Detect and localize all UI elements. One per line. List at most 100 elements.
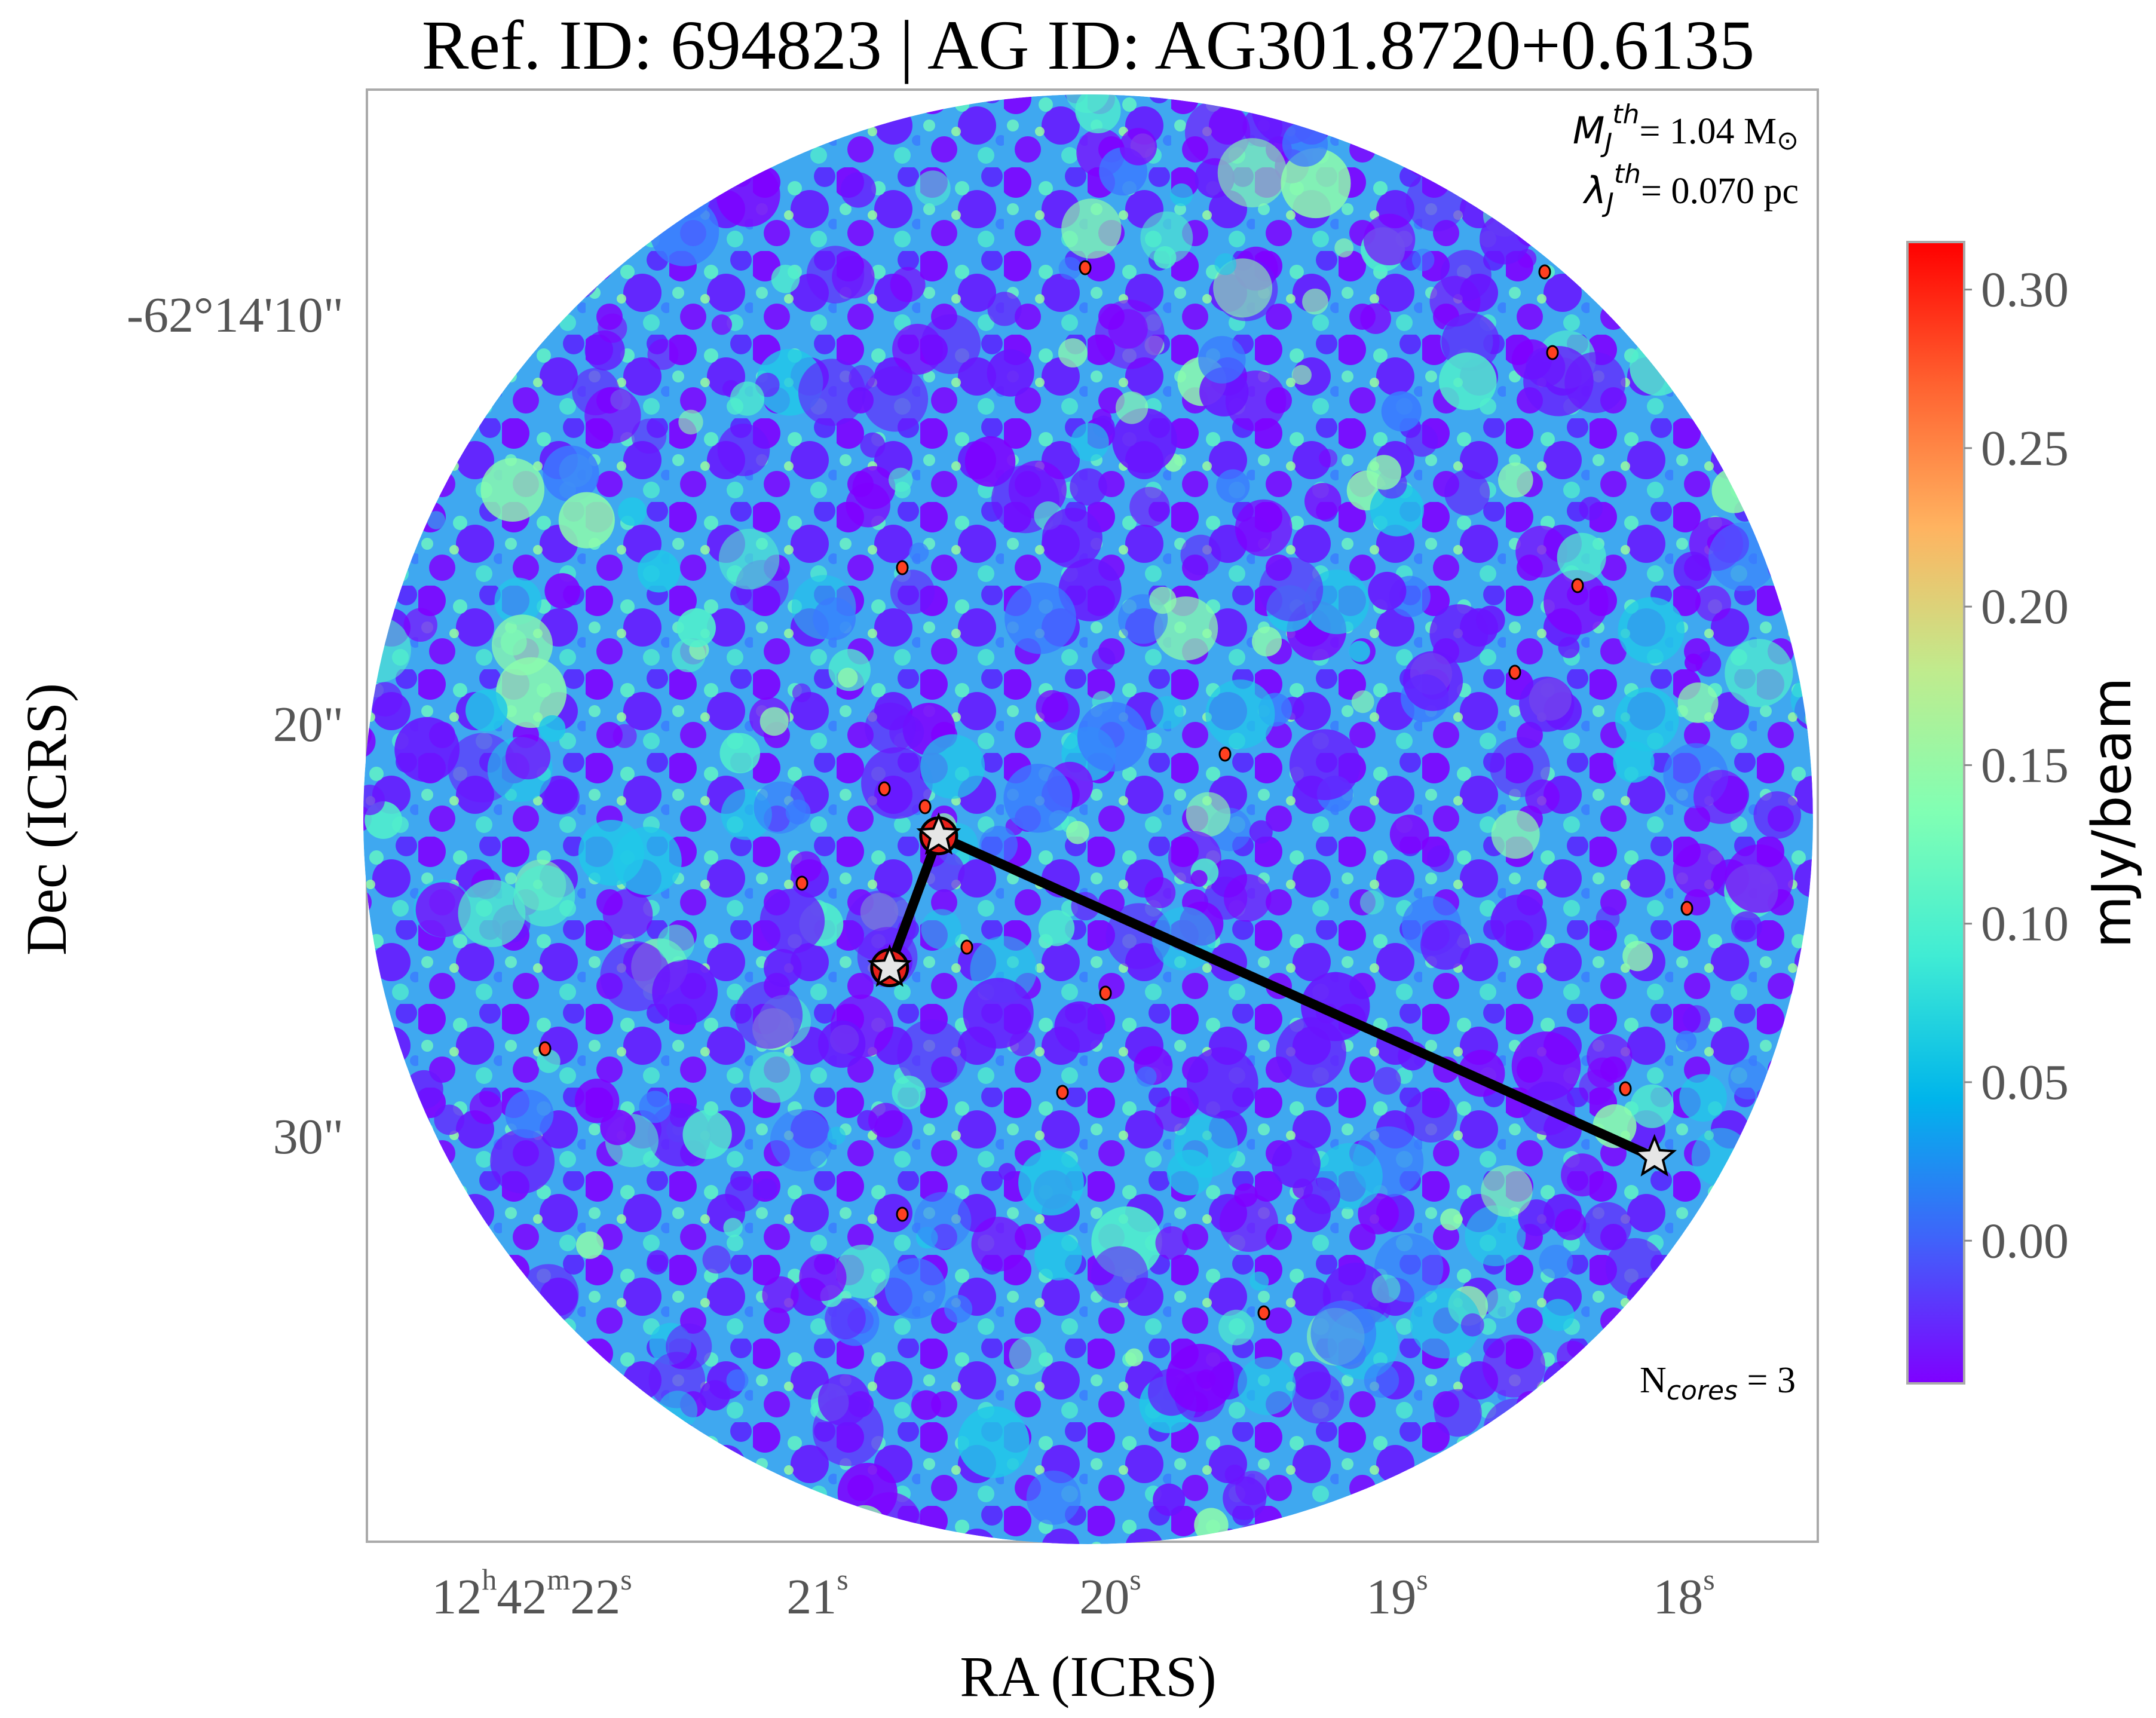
ncores-annotation: Ncores = 3 — [1640, 1360, 1796, 1406]
emission-blob — [1036, 690, 1068, 723]
emission-blob — [1728, 1059, 1769, 1100]
x-tick-label: 12h42m22s — [431, 1563, 632, 1625]
emission-blob — [792, 683, 811, 703]
colorbar-label: mJy/beam — [2081, 677, 2143, 948]
emission-blob — [1125, 1348, 1143, 1367]
emission-blob — [798, 359, 866, 426]
emission-blob — [1186, 1047, 1258, 1119]
colorbar-tick-label: 0.20 — [1981, 579, 2069, 635]
emission-blob — [639, 1091, 672, 1123]
emission-blob — [1404, 1090, 1457, 1143]
compact-source — [1619, 1081, 1632, 1097]
emission-blob — [884, 1258, 946, 1319]
emission-blob — [647, 1250, 669, 1272]
emission-blob — [1180, 534, 1221, 575]
emission-blob — [756, 1178, 777, 1199]
emission-blob — [1515, 525, 1568, 578]
emission-blob — [491, 614, 553, 676]
emission-blob — [1427, 845, 1454, 872]
chart-title: Ref. ID: 694823 | AG ID: AG301.8720+0.61… — [422, 6, 1754, 84]
emission-blob — [1075, 94, 1121, 134]
emission-blob — [1077, 702, 1147, 772]
emission-blob — [840, 172, 877, 208]
emission-blob — [1218, 1309, 1254, 1346]
emission-blob — [666, 1323, 712, 1370]
emission-blob — [1216, 469, 1250, 503]
emission-blob — [1223, 1476, 1267, 1520]
emission-blob — [1334, 238, 1354, 258]
emission-blob — [700, 1380, 730, 1411]
emission-blob — [1310, 1300, 1377, 1366]
emission-blob — [1351, 690, 1374, 713]
emission-blob — [1753, 791, 1802, 839]
emission-blob — [1555, 1209, 1587, 1241]
emission-blob — [1058, 257, 1082, 280]
compact-source — [1538, 264, 1551, 280]
emission-blob — [963, 978, 1034, 1049]
emission-blob — [1695, 651, 1722, 677]
emission-blob — [1004, 582, 1076, 654]
emission-blob — [1440, 1208, 1462, 1231]
emission-blob — [1561, 1153, 1604, 1197]
compact-source — [1508, 664, 1521, 680]
emission-blob — [888, 467, 913, 492]
emission-blob — [538, 715, 566, 742]
emission-blob — [1613, 741, 1655, 783]
x-axis-label: RA (ICRS) — [960, 1644, 1216, 1708]
emission-blob — [657, 924, 694, 962]
emission-blob — [1683, 1005, 1711, 1033]
emission-blob — [702, 1245, 731, 1274]
emission-blob — [1420, 920, 1471, 970]
emission-blob — [1219, 1193, 1278, 1252]
emission-blob — [1411, 248, 1435, 271]
emission-blob — [1154, 1096, 1191, 1132]
emission-blob — [1693, 770, 1748, 824]
emission-blob — [1359, 890, 1385, 915]
emission-blob — [1677, 682, 1719, 723]
emission-blob — [719, 733, 761, 774]
emission-blob — [806, 246, 865, 304]
compact-source — [1680, 901, 1693, 916]
emission-blob — [1166, 1343, 1235, 1412]
emission-blob — [718, 528, 780, 590]
emission-blob — [434, 1104, 465, 1135]
emission-blob — [1684, 653, 1703, 672]
emission-blob — [1303, 1177, 1340, 1214]
emission-blob — [1149, 586, 1177, 614]
emission-blob — [1038, 909, 1075, 947]
emission-blob — [760, 707, 789, 736]
emission-blob — [1579, 497, 1603, 520]
compact-source — [878, 781, 891, 797]
emission-blob — [852, 466, 896, 509]
emission-blob — [911, 1390, 941, 1420]
mst-edge — [884, 831, 944, 973]
emission-blob — [818, 1020, 866, 1068]
emission-blob — [890, 569, 935, 614]
emission-blob — [726, 1369, 749, 1392]
emission-blob — [1558, 636, 1580, 659]
emission-blob — [987, 349, 1034, 397]
emission-blob — [799, 1253, 847, 1301]
field-of-view — [363, 94, 1813, 1544]
emission-blob — [1476, 605, 1505, 635]
emission-blob — [791, 851, 822, 883]
emission-blob — [827, 1126, 846, 1146]
emission-blob — [868, 1103, 904, 1138]
emission-blob — [1389, 814, 1429, 854]
emission-blob — [734, 981, 803, 1049]
emission-blob — [1115, 391, 1149, 424]
emission-blob — [1360, 303, 1392, 334]
emission-blob — [652, 959, 718, 1025]
emission-blob — [1497, 462, 1533, 498]
emission-blob — [1583, 1202, 1632, 1251]
emission-blob — [1304, 483, 1342, 520]
emission-blob — [598, 313, 627, 343]
emission-blob — [1405, 424, 1438, 457]
emission-blob — [1511, 1031, 1581, 1101]
emission-blob — [1140, 211, 1193, 264]
compact-source — [538, 1041, 552, 1056]
emission-blob — [1223, 874, 1272, 922]
emission-blob — [1136, 1066, 1157, 1087]
compact-source — [896, 1206, 909, 1222]
